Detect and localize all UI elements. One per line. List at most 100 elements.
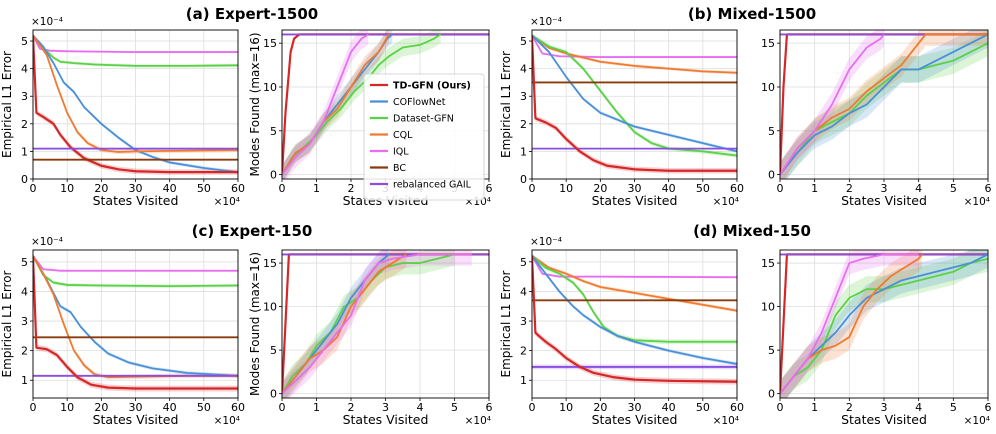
band-dataset-gfn xyxy=(33,254,238,288)
x-tick-label: 50 xyxy=(696,401,710,414)
x-multiplier: ×10⁴ xyxy=(214,196,240,208)
series-line-coflownet xyxy=(532,34,737,153)
y-tick-label: 5 xyxy=(520,35,527,48)
series-line-coflownet xyxy=(33,34,238,173)
x-tick-label: 20 xyxy=(593,401,607,414)
grid xyxy=(779,250,989,398)
y-tick-label: 1 xyxy=(520,145,527,158)
series-line-cql xyxy=(532,34,737,74)
y-axis-label: Modes Found (max=16) xyxy=(248,32,262,176)
x-tick-label: 5 xyxy=(950,182,957,195)
x-tick-label: 1 xyxy=(313,401,320,414)
x-tick-label: 50 xyxy=(696,182,710,195)
y-tick-label: 2 xyxy=(520,345,527,358)
x-tick-label: 3 xyxy=(382,401,389,414)
y-tick-label: 3 xyxy=(21,315,28,328)
series-line-cql xyxy=(282,253,407,395)
panel-c-title: (c) Expert-150 xyxy=(192,222,313,240)
y-axis-label: Empirical L1 Error xyxy=(0,51,14,158)
legend-label-td-gfn-ours: TD-GFN (Ours) xyxy=(393,81,471,92)
series-line-coflownet xyxy=(780,33,988,176)
y-tick-label: 3 xyxy=(520,90,527,103)
y-tick-label: 4 xyxy=(21,63,28,76)
x-tick-label: 5 xyxy=(451,401,458,414)
band-dataset-gfn xyxy=(282,250,455,398)
series-line-iql xyxy=(33,35,238,53)
x-tick-label: 0 xyxy=(30,182,37,195)
x-tick-label: 30 xyxy=(129,401,143,414)
series-line-iql xyxy=(780,253,919,395)
y-tick-label: 5 xyxy=(21,35,28,48)
series-line-iql xyxy=(532,255,737,279)
y-axis-label: Empirical L1 Error xyxy=(499,270,513,377)
x-tick-label: 50 xyxy=(197,401,211,414)
y-tick-label: 3 xyxy=(520,315,527,328)
x-tick-label: 4 xyxy=(417,401,424,414)
series-line-coflownet xyxy=(532,255,737,365)
y-multiplier: ×10⁻⁴ xyxy=(530,236,562,248)
x-axis-label: States Visited xyxy=(93,193,179,208)
panel-a-error-plot: 0 10 20 30 40 50 60 0 1 2 3 4 5 States Visited Empiric… xyxy=(0,16,245,208)
y-multiplier: ×10⁻⁴ xyxy=(31,16,63,28)
x-tick-label: 20 xyxy=(94,401,108,414)
y-tick-label: 10 xyxy=(761,81,775,94)
y-tick-label: 1 xyxy=(520,374,527,387)
series-line-dataset-gfn xyxy=(532,255,737,343)
x-tick-label: 60 xyxy=(730,401,744,414)
y-tick-label: 15 xyxy=(263,257,277,270)
legend-label-cql: CQL xyxy=(393,130,413,141)
legend: TD-GFN (Ours) COFlowNet Dataset-GFN CQL IQL B… xyxy=(363,73,485,201)
series-line-dataset-gfn xyxy=(780,257,988,395)
y-tick-label: 0 xyxy=(520,173,527,186)
band-iql xyxy=(780,250,919,398)
series-line-td-gfn-ours xyxy=(532,255,737,383)
x-tick-label: 10 xyxy=(60,401,74,414)
x-axis-label: States Visited xyxy=(93,412,179,427)
panel-b-error-plot: 0 10 20 30 40 50 60 0 1 2 3 4 5 States Visited Empiric… xyxy=(499,16,744,208)
band-coflownet xyxy=(780,30,988,179)
x-tick-label: 0 xyxy=(279,182,286,195)
x-tick-label: 3 xyxy=(881,401,888,414)
panel-c-error-plot: 0 10 20 30 40 50 60 1 2 3 4 5 States Visited Empirica… xyxy=(0,236,245,427)
y-tick-label: 5 xyxy=(21,256,28,269)
x-tick-label: 30 xyxy=(628,182,642,195)
y-multiplier: ×10⁻⁴ xyxy=(530,16,562,28)
band-iql xyxy=(282,250,472,398)
x-multiplier: ×10⁴ xyxy=(713,415,739,427)
x-tick-label: 10 xyxy=(559,401,573,414)
y-tick-label: 10 xyxy=(263,81,277,94)
series-line-td-gfn-ours xyxy=(532,35,737,172)
x-tick-label: 60 xyxy=(730,182,744,195)
series-line-cql xyxy=(33,34,238,153)
x-tick-label: 6 xyxy=(486,401,493,414)
y-axis-label: Empirical L1 Error xyxy=(0,270,14,377)
legend-label-iql: IQL xyxy=(393,147,409,158)
x-axis-label: States Visited xyxy=(841,193,927,208)
legend-box xyxy=(363,73,485,201)
y-multiplier: ×10⁻⁴ xyxy=(31,236,63,248)
x-tick-label: 6 xyxy=(486,182,493,195)
x-tick-label: 2 xyxy=(348,401,355,414)
y-tick-label: 0 xyxy=(270,169,277,182)
y-tick-label: 3 xyxy=(21,90,28,103)
y-tick-label: 0 xyxy=(270,388,277,401)
series-line-iql xyxy=(282,33,369,176)
y-tick-label: 5 xyxy=(768,125,775,138)
x-tick-label: 4 xyxy=(915,401,922,414)
x-tick-label: 1 xyxy=(313,182,320,195)
legend-label-dataset-gfn: Dataset-GFN xyxy=(393,114,454,125)
x-tick-label: 0 xyxy=(529,401,536,414)
y-tick-label: 4 xyxy=(520,63,527,76)
x-tick-label: 0 xyxy=(529,182,536,195)
y-tick-label: 5 xyxy=(270,344,277,357)
x-tick-label: 2 xyxy=(348,182,355,195)
y-tick-label: 15 xyxy=(761,37,775,50)
x-multiplier: ×10⁴ xyxy=(713,196,739,208)
series-line-iql xyxy=(282,253,472,395)
x-multiplier: ×10⁴ xyxy=(214,415,240,427)
panel-d-title: (d) Mixed-150 xyxy=(693,222,811,240)
band-dataset-gfn xyxy=(780,30,988,179)
y-axis-label: Modes Found (max=16) xyxy=(248,252,262,396)
x-tick-label: 20 xyxy=(94,182,108,195)
